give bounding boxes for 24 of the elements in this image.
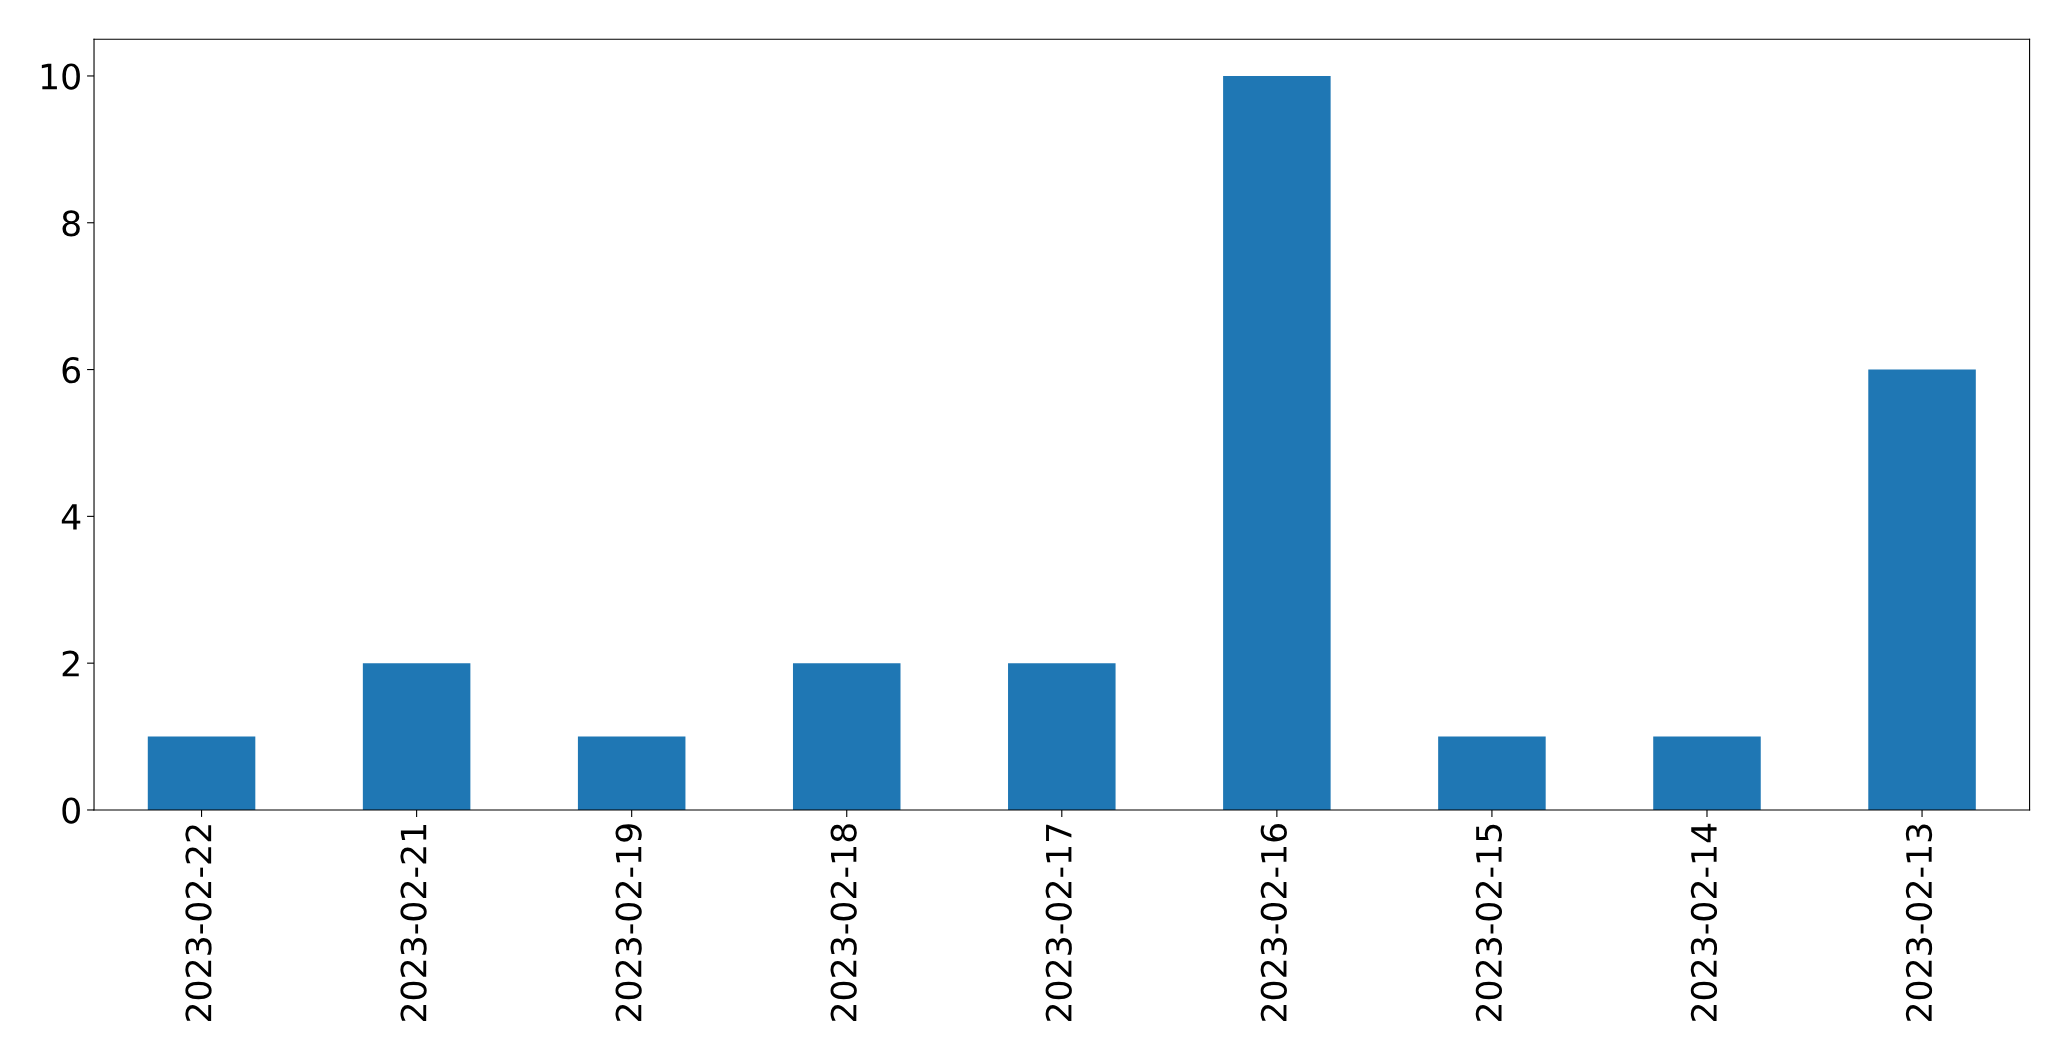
x-tick-label: 2023-02-15 xyxy=(1475,824,1502,1022)
x-tick-label: 2023-02-17 xyxy=(1045,824,1072,1022)
x-tick-label: 2023-02-21 xyxy=(400,824,427,1022)
bar xyxy=(362,663,471,810)
bar xyxy=(1653,736,1761,810)
y-tick-label: 4 xyxy=(61,504,81,530)
y-tick-label: 0 xyxy=(62,797,80,824)
bar xyxy=(1438,736,1546,810)
bar xyxy=(792,663,901,810)
bar xyxy=(1868,369,1976,810)
y-tick-label: 8 xyxy=(62,210,80,237)
bar xyxy=(147,736,256,810)
x-tick-label: 2023-02-13 xyxy=(1905,824,1933,1022)
y-tick-label: 6 xyxy=(62,356,81,384)
bar xyxy=(1008,663,1116,810)
x-tick-label: 2023-02-22 xyxy=(185,825,212,1022)
bar xyxy=(577,736,686,810)
y-tick-label: 2 xyxy=(62,650,79,677)
x-tick-label: 2023-02-14 xyxy=(1690,823,1718,1022)
x-tick-label: 2023-02-16 xyxy=(1260,823,1287,1022)
bar xyxy=(1223,75,1331,810)
y-tick-label: 10 xyxy=(41,63,80,90)
x-tick-label: 2023-02-18 xyxy=(830,824,857,1022)
x-tick-label: 2023-02-19 xyxy=(615,824,642,1022)
